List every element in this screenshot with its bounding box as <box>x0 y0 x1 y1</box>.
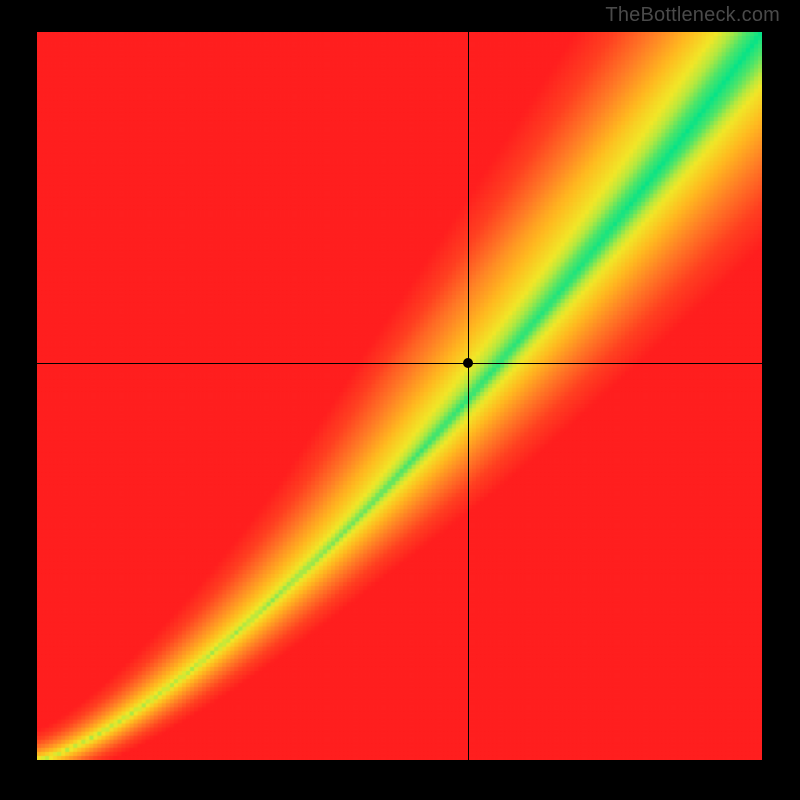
heatmap-canvas <box>37 32 762 760</box>
plot-area <box>37 32 762 760</box>
outer-black-frame <box>0 0 800 800</box>
watermark-text: TheBottleneck.com <box>605 4 780 27</box>
crosshair-horizontal <box>37 363 762 364</box>
crosshair-vertical <box>468 32 469 760</box>
crosshair-marker-dot <box>463 358 473 368</box>
